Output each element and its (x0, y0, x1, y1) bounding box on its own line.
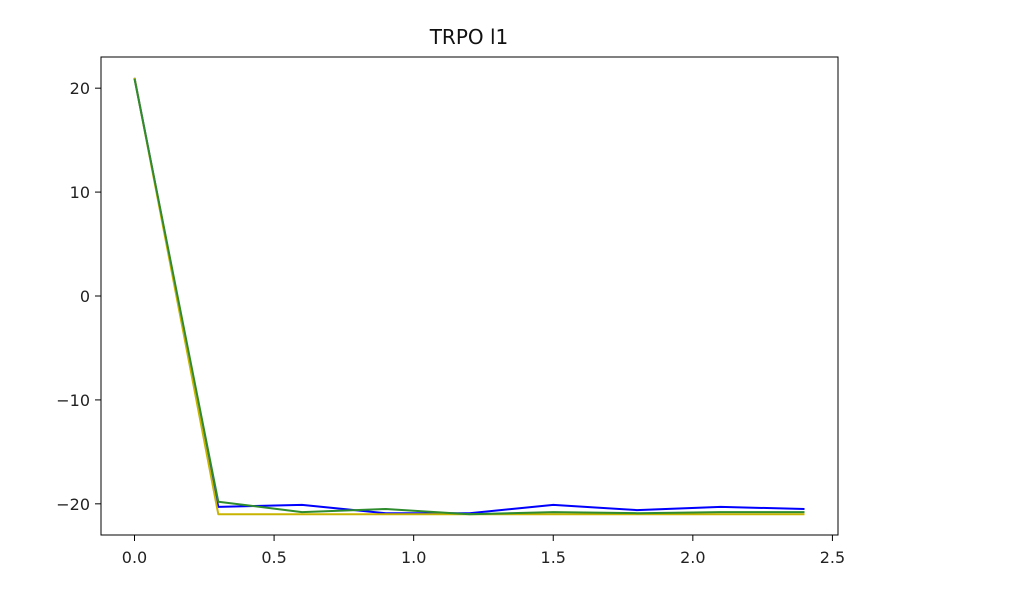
y-tick-label: 20 (70, 79, 90, 98)
series-line-1 (133, 77, 805, 515)
chart-title: TRPO l1 (429, 25, 509, 49)
series-line-2 (133, 77, 805, 516)
y-tick-label: 10 (70, 183, 90, 202)
x-tick-label: 2.5 (820, 548, 845, 567)
y-tick-label: 0 (80, 287, 90, 306)
x-axis: 0.0 0.5 1.0 1.5 2.0 2.5 (122, 535, 845, 567)
y-tick-label: −10 (56, 391, 90, 410)
series-line-3 (133, 78, 805, 516)
x-tick-label: 1.0 (401, 548, 426, 567)
y-tick-label: −20 (56, 495, 90, 514)
series-layer (133, 77, 805, 516)
x-tick-label: 2.0 (680, 548, 705, 567)
x-tick-label: 0.0 (122, 548, 147, 567)
y-axis: 20 10 0 −10 −20 (56, 79, 101, 514)
x-tick-label: 1.5 (541, 548, 566, 567)
x-tick-label: 0.5 (261, 548, 286, 567)
